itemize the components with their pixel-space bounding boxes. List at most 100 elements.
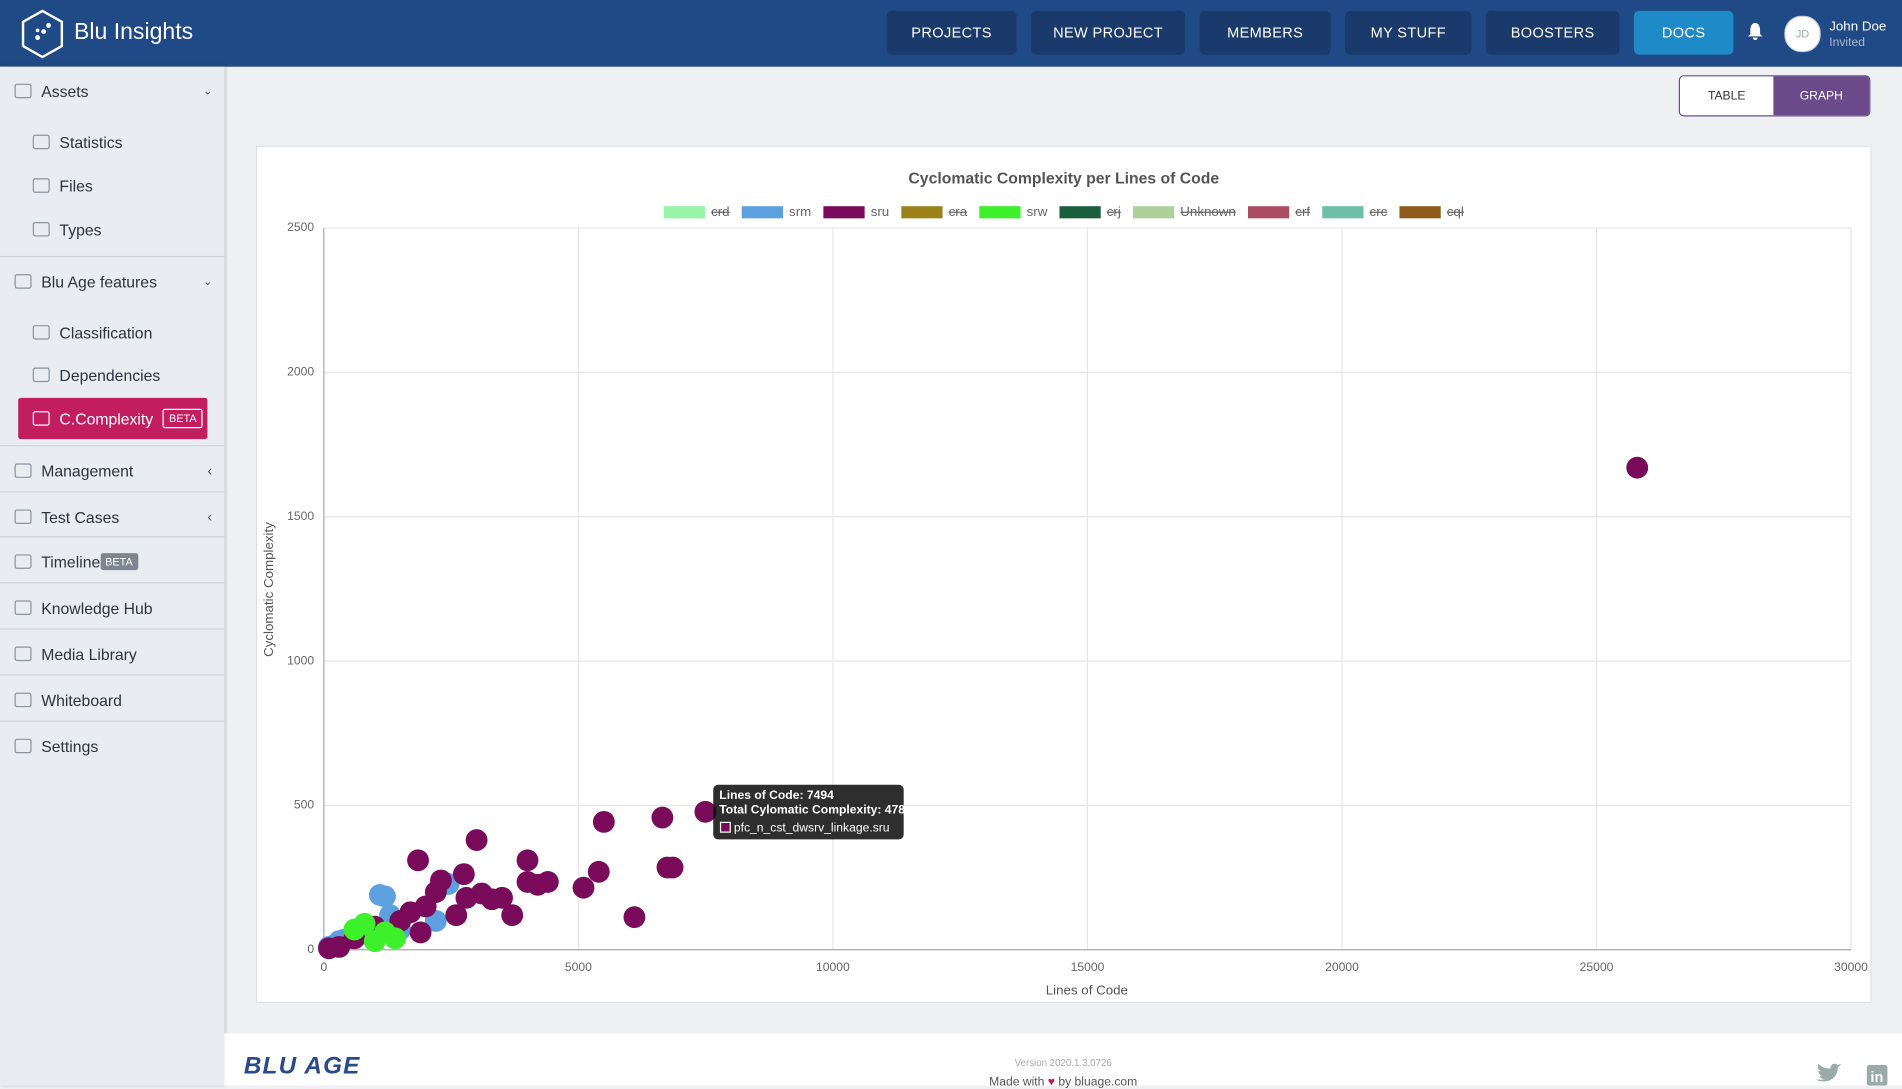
point (661, 856, 684, 879)
nav-button[interactable]: DOCS (1633, 10, 1734, 55)
item-box: Settings (0, 725, 98, 766)
point (409, 921, 432, 944)
point (465, 829, 488, 851)
legend-swatch (1132, 206, 1175, 219)
legend-label: srw (1027, 204, 1048, 219)
y-tick-label: 1500 (287, 509, 314, 523)
svg-text:in: in (1870, 1070, 1883, 1086)
item-icon (32, 134, 50, 150)
nav-button[interactable]: MY STUFF (1345, 10, 1472, 55)
sidebar-item[interactable]: Media Library (0, 632, 224, 676)
point (343, 918, 366, 941)
legend-swatch (1059, 206, 1101, 219)
legend-label: crj (1107, 204, 1121, 219)
x-tick-label: 25000 (1580, 960, 1614, 974)
separator (0, 491, 225, 493)
legend-label: Unknown (1180, 204, 1236, 219)
separator (0, 720, 225, 722)
point (424, 881, 447, 903)
legend-item[interactable]: cra (901, 204, 968, 219)
toggle-table[interactable]: TABLE (1680, 76, 1774, 116)
nav-button[interactable]: NEW PROJECT (1031, 10, 1186, 55)
sidebar-item[interactable]: Types (0, 207, 224, 251)
item-box: Statistics (18, 121, 123, 162)
nav-button[interactable]: BOOSTERS (1485, 10, 1620, 55)
item-icon (32, 221, 50, 237)
legend: crd srm sru cra srw crj Unknown crf crc cql (663, 204, 1464, 219)
sidebar-item[interactable]: Blu Age features ⌄ (0, 260, 224, 304)
item-label: C.Complexity (59, 409, 154, 428)
item-label: Media Library (41, 644, 137, 663)
legend-item[interactable]: cql (1399, 204, 1464, 219)
sidebar-item[interactable]: C.Complexity BETA (0, 397, 224, 441)
sidebar-item[interactable]: Settings (0, 724, 224, 768)
item-label: Files (59, 176, 93, 195)
nav-button[interactable]: MEMBERS (1199, 10, 1331, 55)
legend-item[interactable]: crj (1059, 204, 1121, 219)
legend-item[interactable]: crf (1247, 204, 1310, 219)
bell-icon[interactable] (1747, 22, 1764, 41)
sidebar-item[interactable]: Whiteboard (0, 678, 224, 722)
legend-item[interactable]: sru (823, 204, 889, 219)
separator (0, 255, 225, 258)
legend-item[interactable]: Unknown (1132, 204, 1236, 219)
point (587, 860, 610, 883)
user-status: Invited (1829, 36, 1865, 50)
sidebar-item[interactable]: Dependencies (0, 353, 224, 397)
sidebar-item[interactable]: Timeline BETA (0, 540, 224, 584)
chevron-left: ‹ (207, 462, 213, 480)
legend-item[interactable]: crd (663, 204, 730, 219)
legend-label: crc (1370, 204, 1388, 219)
y-tick-label: 2500 (287, 220, 314, 234)
legend-item[interactable]: srm (741, 204, 812, 219)
item-box: Whiteboard (0, 679, 122, 720)
toggle-graph[interactable]: GRAPH (1773, 76, 1870, 116)
made-text: Made with (989, 1075, 1045, 1089)
separator (0, 582, 225, 584)
y-tick-label: 0 (307, 942, 314, 956)
legend-swatch (1322, 206, 1364, 219)
y-tick-label: 1000 (287, 653, 314, 667)
point (374, 885, 396, 908)
item-icon (14, 274, 32, 289)
tooltip-swatch (719, 821, 731, 833)
made-with: Made with ♥ by bluage.com (224, 1076, 1902, 1089)
y-tick-label: 500 (294, 798, 314, 812)
x-axis-label: Lines of Code (1046, 983, 1128, 998)
legend-swatch (979, 206, 1021, 219)
chart: Cyclomatic Complexity per Lines of Code … (261, 171, 1868, 998)
sidebar-item[interactable]: Knowledge Hub (0, 586, 224, 630)
item-icon (14, 600, 32, 615)
item-icon (14, 83, 32, 99)
sidebar-item[interactable]: Classification (0, 311, 224, 355)
social-icons[interactable]: in (1813, 1063, 1893, 1086)
x-tick-label: 10000 (816, 960, 850, 974)
legend-label: crd (711, 204, 730, 219)
avatar[interactable]: JD (1784, 15, 1821, 53)
legend-item[interactable]: crc (1322, 204, 1388, 219)
point (318, 937, 340, 960)
legend-item[interactable]: srw (979, 204, 1048, 219)
item-box: Dependencies (18, 354, 160, 395)
item-icon (14, 646, 32, 662)
x-tick-label: 15000 (1071, 960, 1105, 974)
point (536, 871, 559, 893)
sidebar-item[interactable]: Management ‹ (0, 449, 224, 493)
item-box: Knowledge Hub (0, 587, 153, 628)
header: Blu Insights PROJECTS NEW PROJECT MEMBER… (0, 0, 1902, 67)
nav-button[interactable]: PROJECTS (886, 10, 1017, 55)
item-label: Statistics (59, 132, 123, 152)
item-icon (32, 367, 50, 383)
x-tick-label: 30000 (1834, 960, 1868, 974)
sidebar-item[interactable]: Test Cases ‹ (0, 495, 224, 539)
item-label: Settings (41, 736, 99, 756)
x-tick-label: 20000 (1325, 960, 1359, 974)
point (501, 904, 524, 927)
view-toggle: TABLE GRAPH (1678, 75, 1871, 117)
sidebar-item[interactable]: Assets ⌄ (0, 69, 224, 113)
sidebar-item[interactable]: Statistics (0, 120, 224, 164)
sidebar-item[interactable]: Files (0, 164, 224, 208)
chevron-down: ⌄ (203, 274, 213, 287)
